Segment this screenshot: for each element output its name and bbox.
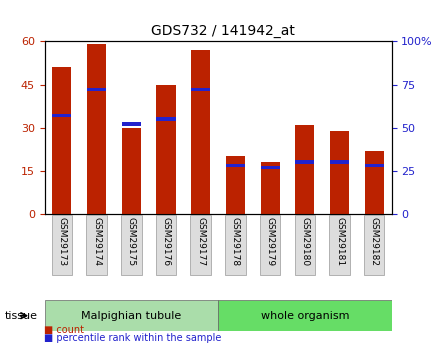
Text: whole organism: whole organism: [261, 311, 349, 321]
Bar: [226, 164, 245, 167]
Text: ■ percentile rank within the sample: ■ percentile rank within the sample: [44, 333, 222, 343]
Bar: [157, 85, 175, 214]
Text: GDS732 / 141942_at: GDS732 / 141942_at: [150, 24, 295, 38]
FancyBboxPatch shape: [121, 215, 142, 275]
Bar: [261, 166, 279, 169]
Bar: [53, 114, 71, 117]
FancyBboxPatch shape: [218, 300, 392, 331]
Bar: [365, 164, 384, 167]
Bar: [295, 125, 314, 214]
Text: GSM29175: GSM29175: [127, 217, 136, 266]
FancyBboxPatch shape: [86, 215, 107, 275]
Text: GSM29182: GSM29182: [370, 217, 379, 266]
Bar: [261, 162, 279, 214]
FancyBboxPatch shape: [44, 300, 218, 331]
Bar: [226, 156, 245, 214]
Bar: [191, 88, 210, 91]
FancyBboxPatch shape: [260, 215, 280, 275]
FancyBboxPatch shape: [295, 215, 315, 275]
Text: ■ count: ■ count: [44, 325, 85, 335]
Text: GSM29178: GSM29178: [231, 217, 240, 266]
Bar: [122, 128, 141, 214]
Text: GSM29180: GSM29180: [300, 217, 309, 266]
FancyBboxPatch shape: [364, 215, 384, 275]
Bar: [53, 67, 71, 214]
FancyBboxPatch shape: [190, 215, 211, 275]
Text: GSM29176: GSM29176: [162, 217, 170, 266]
Bar: [157, 117, 175, 121]
Bar: [191, 50, 210, 214]
Text: GSM29174: GSM29174: [92, 217, 101, 266]
Bar: [330, 160, 349, 164]
FancyBboxPatch shape: [225, 215, 246, 275]
Bar: [365, 151, 384, 214]
Text: GSM29177: GSM29177: [196, 217, 205, 266]
Text: tissue: tissue: [4, 311, 37, 321]
FancyBboxPatch shape: [156, 215, 176, 275]
Bar: [330, 130, 349, 214]
Bar: [295, 160, 314, 164]
Text: GSM29173: GSM29173: [57, 217, 66, 266]
Bar: [87, 88, 106, 91]
FancyBboxPatch shape: [52, 215, 72, 275]
Bar: [122, 122, 141, 126]
Text: GSM29179: GSM29179: [266, 217, 275, 266]
FancyBboxPatch shape: [329, 215, 350, 275]
Text: GSM29181: GSM29181: [335, 217, 344, 266]
Bar: [87, 44, 106, 214]
Text: Malpighian tubule: Malpighian tubule: [81, 311, 182, 321]
